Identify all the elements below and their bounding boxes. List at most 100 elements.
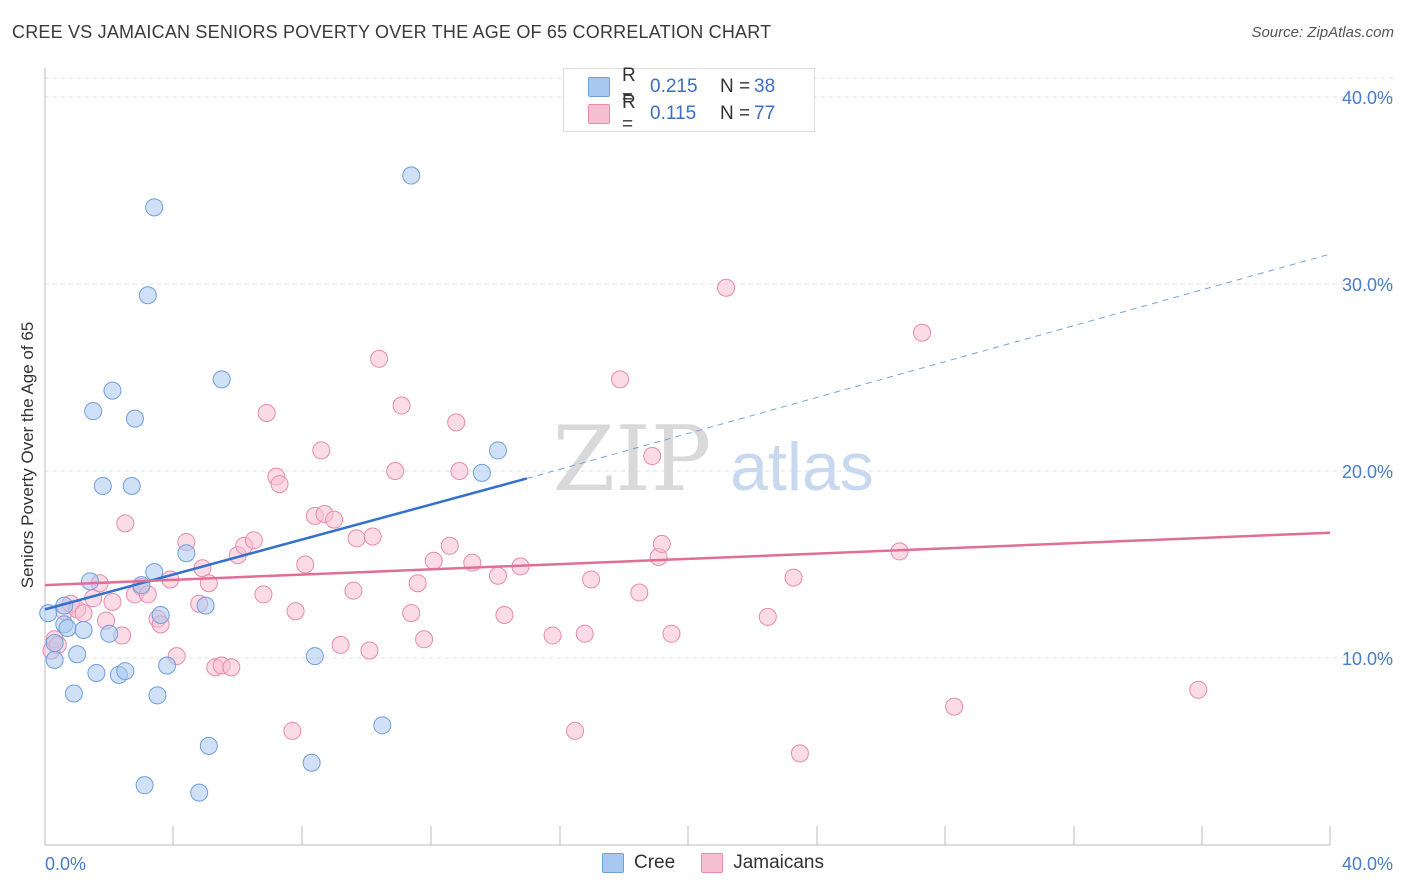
point-cree[interactable]: [93, 476, 112, 495]
trend-line-cree-extension: [526, 253, 1331, 479]
legend-r-label: R =: [622, 92, 636, 135]
point-cree[interactable]: [302, 753, 321, 772]
legend-item-jamaicans[interactable]: Jamaicans: [701, 852, 824, 874]
point-jamaicans[interactable]: [488, 566, 507, 585]
legend-n-label: N =: [720, 103, 751, 124]
point-cree[interactable]: [151, 605, 170, 624]
point-cree[interactable]: [68, 645, 87, 664]
point-jamaicans[interactable]: [344, 581, 363, 600]
point-cree[interactable]: [145, 198, 164, 217]
point-jamaicans[interactable]: [543, 626, 562, 645]
point-jamaicans[interactable]: [331, 635, 350, 654]
point-cree[interactable]: [135, 776, 154, 795]
point-cree[interactable]: [138, 286, 157, 305]
point-cree[interactable]: [58, 619, 77, 638]
trend-line-cree: [44, 477, 528, 611]
legend-row-cree: R = 0.215 N = 38: [588, 65, 775, 108]
point-jamaicans[interactable]: [784, 568, 803, 587]
point-jamaicans[interactable]: [424, 551, 443, 570]
point-jamaicans[interactable]: [312, 441, 331, 460]
y-tick-label: 20.0%: [1342, 462, 1393, 482]
point-cree[interactable]: [196, 596, 215, 615]
point-cree[interactable]: [488, 441, 507, 460]
point-cree[interactable]: [45, 634, 64, 653]
point-jamaicans[interactable]: [758, 607, 777, 626]
point-jamaicans[interactable]: [370, 349, 389, 368]
point-jamaicans[interactable]: [254, 585, 273, 604]
point-jamaicans[interactable]: [270, 475, 289, 494]
point-jamaicans[interactable]: [575, 624, 594, 643]
point-jamaicans[interactable]: [643, 447, 662, 466]
point-cree[interactable]: [84, 402, 103, 421]
point-cree[interactable]: [148, 686, 167, 705]
point-jamaicans[interactable]: [244, 531, 263, 550]
point-cree[interactable]: [402, 166, 421, 185]
legend-swatch-cree: [602, 853, 624, 873]
y-tick-label: 30.0%: [1342, 275, 1393, 295]
point-jamaicans[interactable]: [790, 744, 809, 763]
point-jamaicans[interactable]: [717, 278, 736, 297]
point-cree[interactable]: [177, 544, 196, 563]
point-cree[interactable]: [472, 463, 491, 482]
point-jamaicans[interactable]: [347, 529, 366, 548]
point-cree[interactable]: [80, 572, 99, 591]
point-jamaicans[interactable]: [392, 396, 411, 415]
point-jamaicans[interactable]: [447, 413, 466, 432]
legend-label-cree: Cree: [634, 852, 676, 873]
point-cree[interactable]: [103, 381, 122, 400]
point-jamaicans[interactable]: [913, 323, 932, 342]
point-jamaicans[interactable]: [662, 624, 681, 643]
point-cree[interactable]: [199, 736, 218, 755]
point-cree[interactable]: [100, 624, 119, 643]
point-jamaicans[interactable]: [1189, 680, 1208, 699]
point-cree[interactable]: [122, 476, 141, 495]
point-jamaicans[interactable]: [74, 604, 93, 623]
point-jamaicans[interactable]: [415, 630, 434, 649]
point-cree[interactable]: [64, 684, 83, 703]
point-jamaicans[interactable]: [652, 534, 671, 553]
legend-r-value: 0.115: [650, 103, 697, 124]
point-jamaicans[interactable]: [495, 605, 514, 624]
source-label: Source: ZipAtlas.com: [1251, 24, 1394, 41]
point-cree[interactable]: [45, 650, 64, 669]
point-jamaicans[interactable]: [582, 570, 601, 589]
point-cree[interactable]: [212, 370, 231, 389]
point-cree[interactable]: [305, 647, 324, 666]
point-jamaicans[interactable]: [611, 370, 630, 389]
point-jamaicans[interactable]: [440, 536, 459, 555]
point-cree[interactable]: [373, 716, 392, 735]
legend-swatch-jamaicans: [701, 853, 724, 873]
point-jamaicans[interactable]: [283, 721, 302, 740]
legend-item-cree[interactable]: Cree: [602, 852, 675, 874]
point-jamaicans[interactable]: [566, 721, 585, 740]
point-jamaicans[interactable]: [386, 462, 405, 480]
point-jamaicans[interactable]: [222, 658, 241, 677]
x-tick-label: 40.0%: [1342, 854, 1393, 874]
point-jamaicans[interactable]: [325, 510, 344, 529]
point-cree[interactable]: [125, 409, 144, 428]
watermark-zip: ZIP: [553, 407, 712, 512]
point-jamaicans[interactable]: [630, 583, 649, 602]
point-cree[interactable]: [116, 662, 135, 681]
trend-lines: [44, 253, 1331, 611]
point-jamaicans[interactable]: [402, 604, 421, 623]
legend-row-jamaicans: R = 0.115 N = 77: [588, 92, 775, 135]
point-jamaicans[interactable]: [363, 527, 382, 546]
point-jamaicans[interactable]: [360, 641, 379, 660]
point-jamaicans[interactable]: [296, 555, 315, 574]
point-cree[interactable]: [158, 656, 177, 675]
point-jamaicans[interactable]: [103, 592, 122, 611]
point-cree[interactable]: [87, 663, 106, 682]
point-jamaicans[interactable]: [116, 514, 135, 533]
point-jamaicans[interactable]: [257, 404, 276, 423]
point-cree[interactable]: [190, 783, 209, 802]
point-cree[interactable]: [39, 604, 58, 623]
point-cree[interactable]: [74, 620, 93, 639]
tick-labels: 10.0% 20.0% 30.0% 40.0% 0.0% 40.0%: [45, 88, 1393, 874]
point-jamaicans[interactable]: [408, 574, 427, 593]
gridlines: [45, 77, 1395, 659]
legend-r-value: 0.215: [650, 76, 698, 97]
point-jamaicans[interactable]: [286, 602, 305, 621]
point-jamaicans[interactable]: [450, 462, 469, 480]
point-jamaicans[interactable]: [945, 697, 964, 716]
